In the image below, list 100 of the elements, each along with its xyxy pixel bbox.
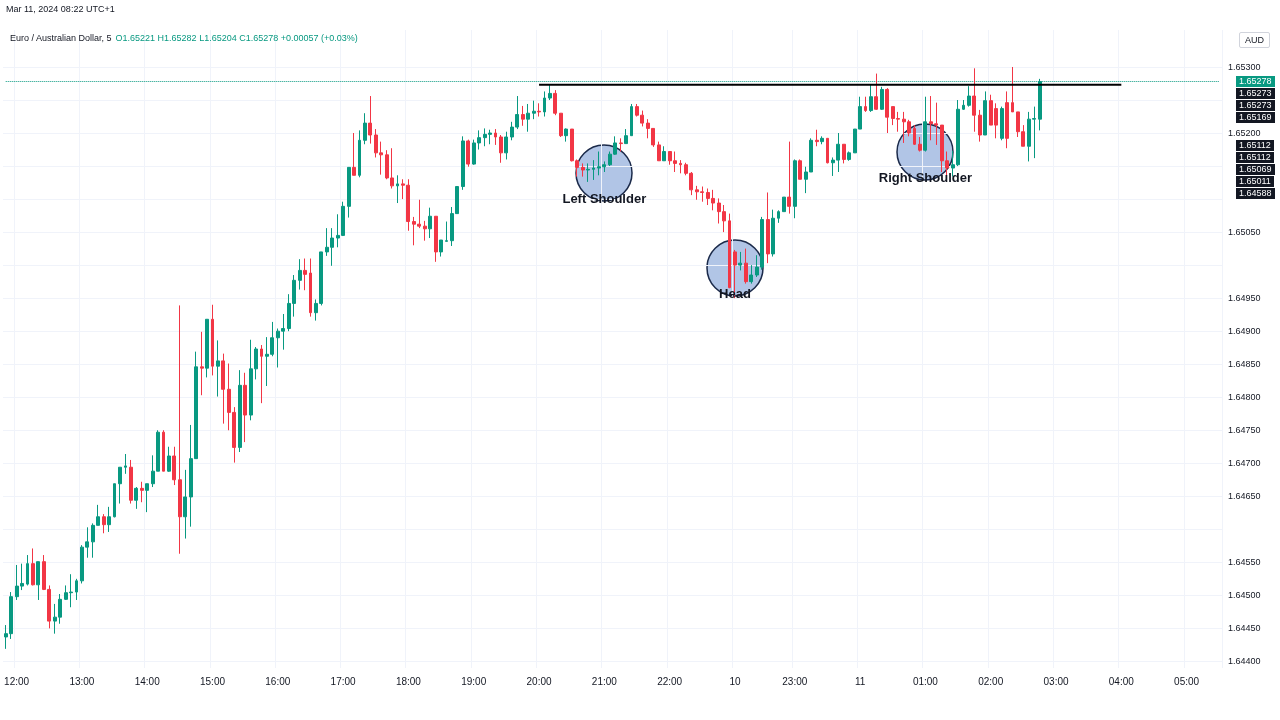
candlestick: [129, 459, 133, 505]
x-tick-label: 20:00: [526, 675, 552, 687]
candlestick: [978, 109, 982, 143]
x-tick-label: 10: [729, 675, 741, 687]
candlestick: [423, 220, 427, 242]
candlestick: [771, 209, 775, 258]
candlestick: [75, 578, 78, 601]
candlestick: [124, 453, 127, 475]
chart-title: Euro / Australian Dollar, 5: [10, 33, 112, 43]
candlestick: [167, 446, 171, 473]
x-tick-label: 21:00: [591, 675, 618, 687]
x-tick-label: 03:00: [1043, 675, 1069, 687]
candlestick: [31, 547, 35, 586]
candlestick: [738, 251, 742, 271]
ref-line-label: 1.65278: [1236, 76, 1275, 87]
candlestick: [428, 207, 432, 239]
candlestick: [521, 105, 525, 127]
candlestick: [102, 513, 106, 534]
candlestick: [842, 143, 846, 164]
text: 1.65011: [1236, 175, 1274, 187]
y-tick-label: 1.64400: [1228, 656, 1261, 667]
y-tick-label: 1.64500: [1228, 590, 1261, 601]
candlestick: [1011, 66, 1014, 113]
candlestick: [499, 134, 503, 164]
candlestick: [532, 100, 536, 120]
y-tick-label: 1.64950: [1228, 293, 1261, 304]
x-tick-label: 12:00: [4, 675, 30, 687]
candlestick: [445, 221, 448, 242]
candlestick: [918, 136, 922, 153]
candlestick: [216, 339, 220, 398]
x-tick-label: 02:00: [978, 675, 1004, 687]
x-tick-label: 15:00: [200, 675, 226, 687]
y-tick-label: 1.64850: [1228, 359, 1261, 370]
candlestick: [140, 481, 144, 503]
candlestick: [885, 87, 889, 134]
x-tick-label: 04:00: [1108, 675, 1135, 687]
candlestick: [913, 124, 916, 146]
x-tick-label: 22:00: [657, 675, 683, 687]
candlestick: [260, 344, 263, 404]
candlestick: [967, 85, 971, 108]
candlestick: [107, 506, 111, 533]
candlestick: [619, 137, 623, 153]
candlestick: [728, 213, 731, 289]
y-tick-label: 1.65300: [1228, 61, 1261, 72]
text: 1.65112: [1236, 151, 1274, 163]
candlestick: [553, 89, 557, 116]
candlestick: [798, 158, 802, 180]
y-tick-label: 1.64800: [1228, 392, 1261, 403]
candlestick: [134, 486, 138, 510]
annotation: Left Shoulder: [562, 190, 647, 206]
candlestick: [564, 127, 568, 143]
candlestick: [1000, 106, 1004, 141]
candlestick: [396, 174, 399, 204]
candlestick: [679, 159, 682, 174]
candlestick: [238, 369, 242, 453]
x-tick-label: 13:00: [69, 675, 95, 687]
candlestick: [363, 112, 367, 145]
candlestick: [874, 73, 878, 111]
x-tick-label: 01:00: [912, 675, 939, 687]
candlestick: [145, 483, 149, 513]
x-tick-label: 17:00: [330, 675, 357, 687]
candlestick: [1005, 90, 1009, 149]
candlestick: [205, 318, 209, 378]
candlestick: [592, 159, 595, 181]
candlestick: [368, 95, 372, 145]
candlestick: [211, 304, 214, 376]
y-tick-label: 1.64700: [1228, 458, 1261, 469]
x-tick-label: 05:00: [1174, 675, 1200, 687]
candlestick: [352, 132, 356, 176]
y-axis-title: AUD: [1238, 32, 1270, 48]
candlestick: [178, 304, 182, 555]
candlestick: [581, 162, 585, 178]
y-tick-label: 1.64550: [1228, 557, 1261, 568]
candlestick: [880, 86, 884, 111]
candlestick: [303, 258, 307, 291]
candlestick: [744, 248, 748, 285]
candlestick: [749, 264, 753, 285]
y-tick-label: 1.64650: [1228, 491, 1261, 502]
x-tick-label: 16:00: [265, 675, 291, 687]
candlestick: [183, 469, 187, 540]
candlestick: [439, 239, 443, 258]
candlestick: [526, 103, 530, 133]
text: Mar 11, 2024 08:22 UTC+1: [6, 4, 115, 14]
text: 1.65169: [1236, 112, 1275, 123]
candlestick: [172, 446, 176, 486]
candlestick: [548, 84, 552, 101]
y-tick-label: 1.64750: [1228, 425, 1261, 436]
candlestick: [494, 128, 497, 146]
candlestick: [847, 151, 851, 162]
candlestick: [309, 258, 312, 318]
candlestick: [662, 145, 666, 162]
candlestick: [787, 141, 791, 215]
candlestick: [962, 99, 965, 111]
candlestick: [162, 429, 165, 472]
candlestick: [243, 372, 247, 443]
candlestick: [586, 162, 590, 183]
candlestick: [983, 90, 987, 136]
x-tick-label: 23:00: [782, 675, 808, 687]
candlestick: [113, 483, 116, 518]
candlestick: [298, 258, 302, 291]
